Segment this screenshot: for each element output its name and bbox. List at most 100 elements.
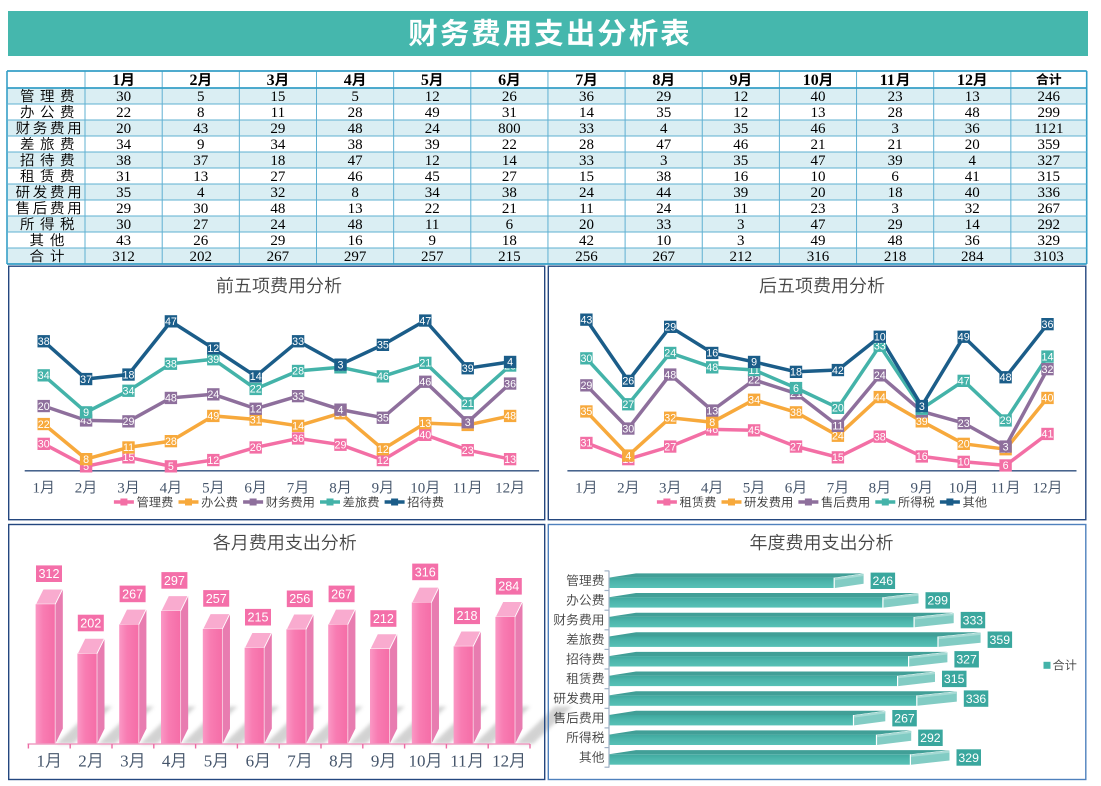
svg-text:47: 47 [958, 376, 970, 388]
svg-text:3: 3 [737, 233, 745, 249]
svg-text:1121: 1121 [1034, 121, 1063, 137]
svg-text:16: 16 [348, 233, 364, 249]
svg-text:44: 44 [656, 185, 672, 201]
svg-text:35: 35 [733, 121, 748, 137]
svg-text:38: 38 [165, 359, 177, 371]
svg-text:34: 34 [748, 395, 760, 407]
svg-text:47: 47 [419, 315, 431, 327]
svg-text:45: 45 [748, 425, 760, 437]
svg-text:22: 22 [38, 419, 50, 431]
svg-text:36: 36 [504, 378, 516, 390]
svg-text:12: 12 [377, 444, 389, 456]
svg-text:48: 48 [706, 362, 718, 374]
svg-text:48: 48 [965, 105, 980, 121]
svg-text:267: 267 [331, 587, 352, 601]
svg-text:218: 218 [884, 249, 907, 265]
svg-text:39: 39 [425, 137, 440, 153]
svg-text:35: 35 [580, 406, 592, 418]
svg-text:246: 246 [1038, 89, 1061, 105]
svg-text:43: 43 [193, 121, 208, 137]
svg-text:10: 10 [803, 72, 819, 89]
svg-text:7: 7 [575, 72, 583, 89]
svg-text:3: 3 [267, 72, 275, 89]
svg-text:12: 12 [733, 89, 748, 105]
svg-text:43: 43 [116, 233, 131, 249]
svg-text:36: 36 [579, 89, 595, 105]
svg-text:24: 24 [664, 348, 676, 360]
svg-text:13: 13 [504, 454, 516, 466]
svg-text:38: 38 [502, 185, 517, 201]
svg-text:15: 15 [270, 89, 285, 105]
svg-text:31: 31 [116, 169, 131, 185]
svg-text:18: 18 [790, 367, 802, 379]
svg-text:32: 32 [1042, 364, 1054, 376]
svg-text:6: 6 [246, 752, 255, 771]
svg-text:48: 48 [504, 411, 516, 423]
svg-text:26: 26 [250, 442, 262, 454]
svg-text:34: 34 [116, 137, 132, 153]
svg-text:8: 8 [329, 752, 338, 771]
svg-text:46: 46 [733, 137, 749, 153]
svg-text:2: 2 [78, 752, 87, 771]
svg-text:4: 4 [344, 72, 352, 89]
svg-text:246: 246 [873, 574, 894, 588]
svg-text:12: 12 [957, 72, 973, 89]
svg-text:267: 267 [652, 249, 675, 265]
svg-text:3: 3 [465, 417, 471, 429]
svg-text:33: 33 [874, 341, 886, 353]
svg-text:202: 202 [190, 249, 213, 265]
svg-text:46: 46 [811, 121, 827, 137]
svg-text:29: 29 [335, 440, 347, 452]
svg-text:9: 9 [197, 137, 205, 153]
svg-text:3: 3 [1003, 441, 1009, 453]
svg-text:327: 327 [956, 653, 977, 667]
svg-text:33: 33 [656, 217, 671, 233]
svg-text:215: 215 [498, 249, 521, 265]
svg-text:315: 315 [1038, 169, 1061, 185]
svg-text:40: 40 [419, 430, 431, 442]
svg-text:14: 14 [250, 371, 262, 383]
svg-text:16: 16 [733, 169, 749, 185]
svg-text:11: 11 [123, 442, 134, 454]
svg-text:316: 316 [807, 249, 830, 265]
svg-text:11: 11 [450, 752, 466, 771]
svg-text:5: 5 [168, 461, 174, 473]
svg-text:39: 39 [207, 354, 219, 366]
svg-text:34: 34 [425, 185, 441, 201]
svg-text:35: 35 [116, 185, 131, 201]
svg-text:284: 284 [961, 249, 984, 265]
svg-text:24: 24 [656, 201, 672, 217]
svg-text:33: 33 [292, 336, 304, 348]
svg-text:27: 27 [664, 441, 676, 453]
svg-text:292: 292 [1038, 217, 1061, 233]
svg-text:5: 5 [202, 481, 210, 497]
svg-text:6: 6 [506, 217, 514, 233]
svg-text:7: 7 [287, 481, 295, 497]
svg-text:359: 359 [990, 633, 1011, 647]
svg-text:14: 14 [292, 421, 304, 433]
svg-text:28: 28 [165, 436, 177, 448]
svg-text:20: 20 [958, 439, 970, 451]
svg-text:18: 18 [502, 233, 517, 249]
svg-text:7: 7 [827, 481, 835, 497]
svg-text:29: 29 [656, 89, 671, 105]
svg-text:38: 38 [790, 407, 802, 419]
svg-text:27: 27 [193, 217, 209, 233]
svg-text:10: 10 [949, 481, 964, 497]
svg-text:4: 4 [701, 481, 709, 497]
svg-text:12: 12 [425, 153, 440, 169]
svg-text:7: 7 [287, 752, 296, 771]
svg-text:29: 29 [270, 233, 285, 249]
svg-text:39: 39 [888, 153, 903, 169]
svg-text:46: 46 [348, 169, 364, 185]
svg-text:31: 31 [502, 105, 517, 121]
svg-text:41: 41 [1042, 429, 1054, 441]
svg-text:13: 13 [193, 169, 208, 185]
svg-text:8: 8 [709, 417, 715, 429]
svg-text:26: 26 [193, 233, 209, 249]
svg-text:336: 336 [966, 692, 987, 706]
svg-text:24: 24 [874, 370, 886, 382]
svg-text:28: 28 [292, 366, 304, 378]
svg-text:24: 24 [425, 121, 441, 137]
svg-text:28: 28 [888, 105, 903, 121]
